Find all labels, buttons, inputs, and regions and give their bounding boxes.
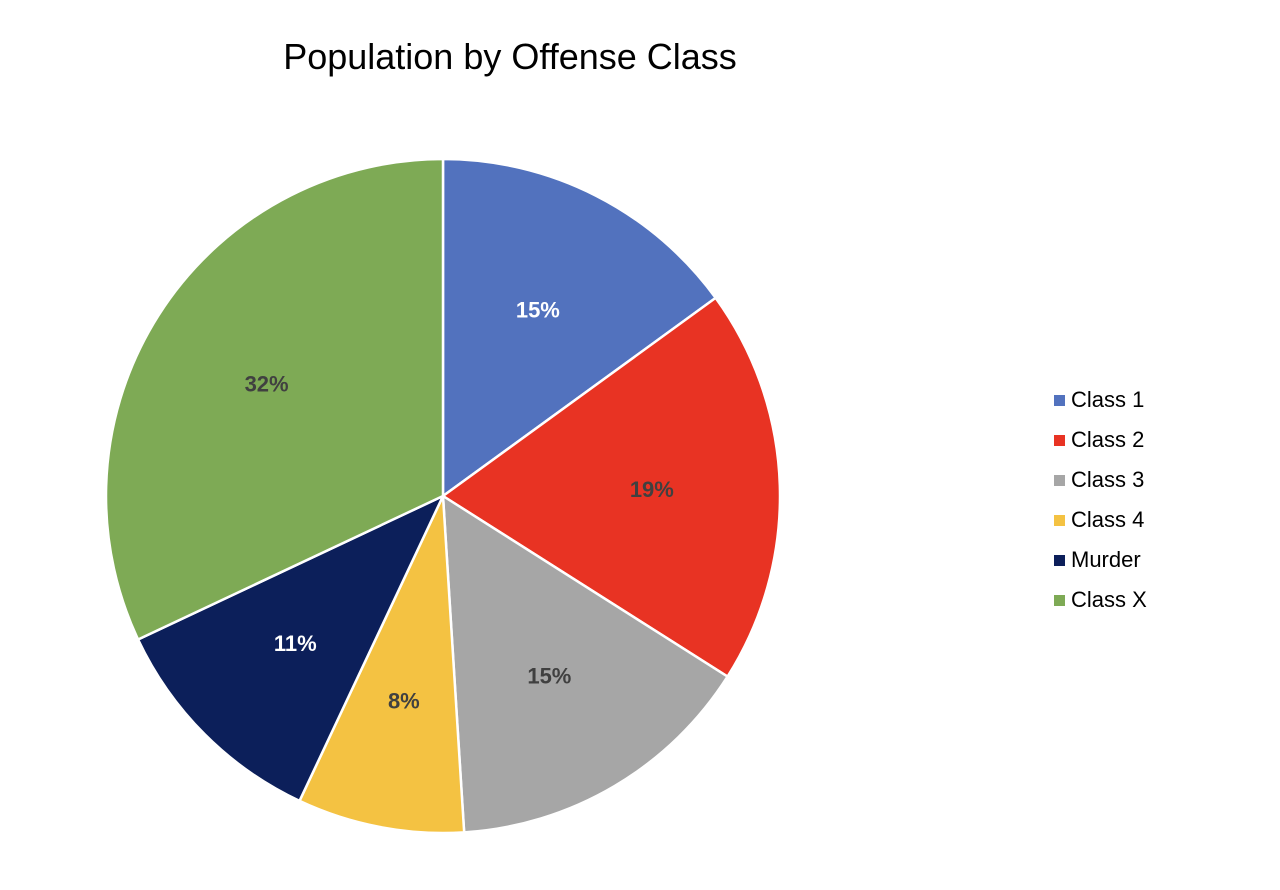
legend-label: Class 4 <box>1071 507 1145 532</box>
legend-swatch <box>1054 394 1065 406</box>
legend-label: Class 3 <box>1071 467 1145 492</box>
pie-data-labels: 15% 19% 15% 8% 11% 32% <box>245 297 674 713</box>
pie-slice-class-2 <box>441 296 782 678</box>
legend-item-class-4: Class 4 <box>1054 500 1147 540</box>
data-label-murder: 11% <box>274 631 317 656</box>
legend-swatch <box>1054 474 1065 486</box>
pie-slices <box>104 157 782 835</box>
chart-title: Population by Offense Class <box>283 36 737 77</box>
legend-label: Class 1 <box>1071 387 1145 412</box>
pie-slice-murder <box>136 494 445 803</box>
legend: Class 1 Class 2 Class 3 Class 4 Murder Class … <box>1054 380 1147 620</box>
pie-slice-class-4 <box>298 494 466 835</box>
legend-item-class-x: Class X <box>1054 580 1147 620</box>
data-label-class-2: 19% <box>630 477 674 502</box>
legend-swatch <box>1054 594 1065 606</box>
legend-item-murder: Murder <box>1054 540 1147 580</box>
legend-swatch <box>1054 434 1065 446</box>
legend-swatch <box>1054 514 1065 526</box>
data-label-class-3: 15% <box>527 663 571 688</box>
pie-slice-class-3 <box>441 494 729 834</box>
legend-swatch <box>1054 554 1065 566</box>
data-label-class-4: 8% <box>388 689 420 714</box>
legend-item-class-3: Class 3 <box>1054 460 1147 500</box>
pie-slice-class-x <box>104 157 445 641</box>
legend-label: Class 2 <box>1071 427 1145 452</box>
data-label-class-x: 32% <box>245 372 289 397</box>
legend-item-class-2: Class 2 <box>1054 420 1147 460</box>
data-label-class-1: 15% <box>516 297 560 322</box>
legend-label: Murder <box>1071 547 1141 572</box>
legend-item-class-1: Class 1 <box>1054 380 1147 420</box>
legend-label: Class X <box>1071 587 1147 612</box>
pie-slice-class-1 <box>441 157 717 498</box>
